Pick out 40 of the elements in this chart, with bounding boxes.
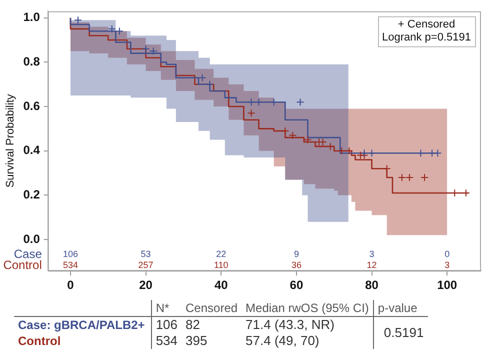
y-tick-label: 0.4 bbox=[23, 143, 40, 158]
y-tick-label: 1.0 bbox=[23, 10, 40, 24]
annotation: 22 bbox=[216, 249, 226, 260]
text: 82 bbox=[186, 317, 200, 332]
text: 57.4 (49, 70) bbox=[246, 333, 320, 348]
category-label: p-value bbox=[373, 300, 428, 316]
category-label: Censored bbox=[182, 300, 242, 316]
text: 534 bbox=[156, 333, 178, 348]
x-tick-label: 40 bbox=[214, 278, 228, 292]
annotation: 53 bbox=[140, 249, 151, 260]
y-tick-label: 0.8 bbox=[23, 54, 40, 69]
annotation: 3 bbox=[369, 249, 374, 260]
y-tick-label: 0.6 bbox=[23, 98, 40, 113]
category-label: N* bbox=[151, 300, 182, 316]
annotation: + Censored bbox=[398, 18, 456, 31]
text: 395 bbox=[186, 333, 208, 348]
y-tick-label: 0.2 bbox=[23, 188, 40, 202]
annotation: 106 bbox=[62, 249, 78, 260]
x-tick-label: 0 bbox=[67, 278, 74, 292]
annotation: 0 bbox=[444, 249, 450, 260]
text: 71.4 (43.3, NR) bbox=[246, 317, 334, 332]
text: 106 bbox=[156, 317, 178, 332]
annotation: Logrank p=0.5191 bbox=[382, 32, 472, 44]
y-tick-label: 0.0 bbox=[23, 232, 40, 246]
text: 0.5191 bbox=[384, 325, 424, 340]
category-label: Case: gBRCA/PALB2+ bbox=[18, 318, 145, 332]
x-tick-label: 20 bbox=[139, 278, 153, 292]
annotation: 3 bbox=[444, 260, 450, 270]
x-tick-label: 100 bbox=[437, 278, 458, 292]
x-tick-label: 80 bbox=[365, 278, 379, 292]
annotation: 9 bbox=[294, 249, 299, 260]
annotation: 12 bbox=[366, 260, 377, 270]
x-tick-label: 60 bbox=[290, 278, 304, 292]
category-label: Median rwOS (95% CI) bbox=[242, 300, 374, 316]
category-label: Control bbox=[18, 334, 61, 348]
annotation: 257 bbox=[138, 260, 154, 270]
y-axis-title: Survival Probability bbox=[4, 94, 17, 188]
annotation: 110 bbox=[214, 260, 228, 270]
annotation: 36 bbox=[291, 260, 302, 270]
annotation: 534 bbox=[62, 260, 78, 270]
